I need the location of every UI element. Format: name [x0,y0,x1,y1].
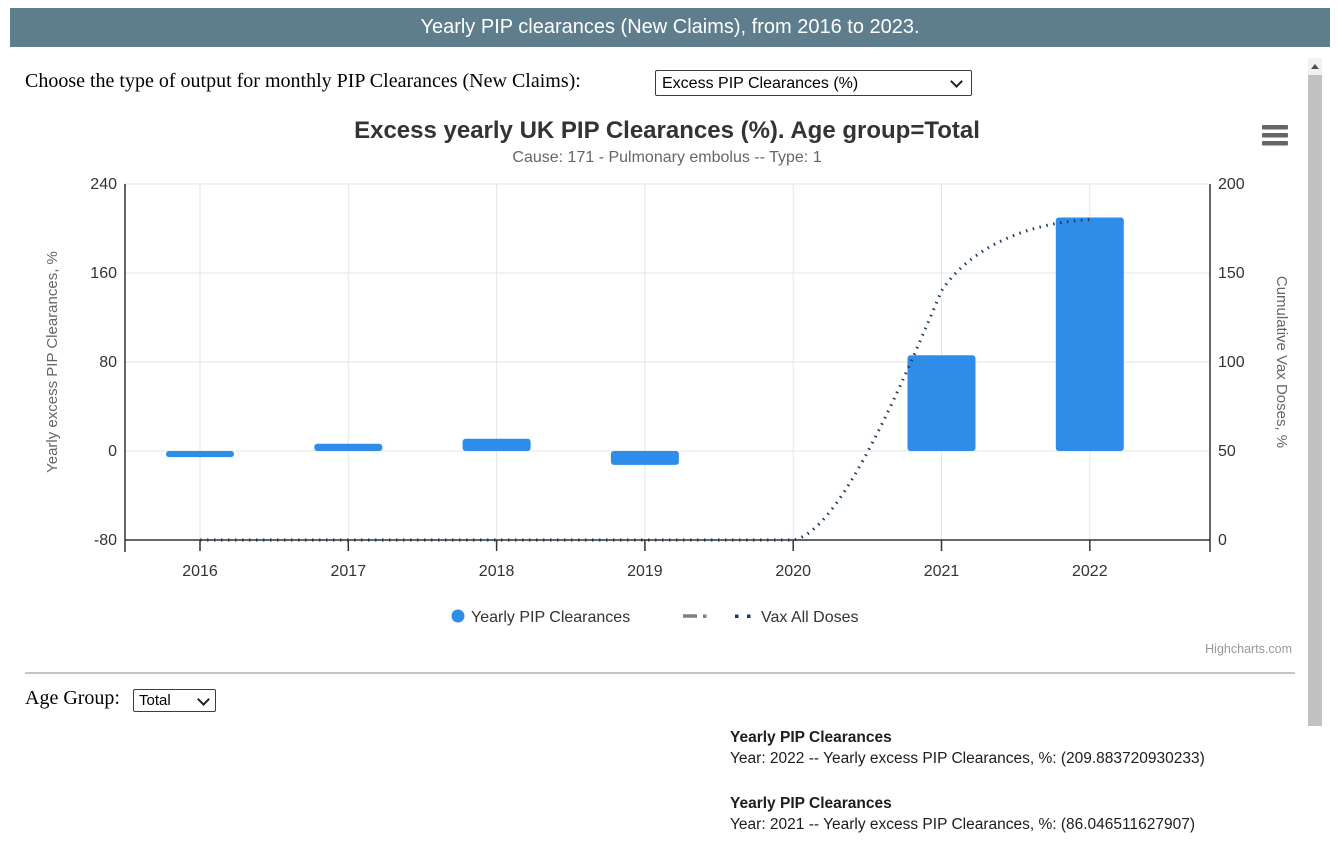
legend-label: Yearly PIP Clearances [471,609,630,626]
bar-2019[interactable] [610,451,679,465]
info-entry-line: Year: 2021 -- Yearly excess PIP Clearanc… [730,816,1196,833]
triangle-up-icon [1311,64,1319,69]
header-bar: Yearly PIP clearances (New Claims), from… [10,8,1330,47]
bar-2016[interactable] [166,451,234,458]
output-type-label: Choose the type of output for monthly PI… [25,70,581,92]
info-entry-line: Year: 2022 -- Yearly excess PIP Clearanc… [730,750,1205,767]
right-tick-label: 50 [1218,443,1236,460]
legend-circle-marker [451,609,465,623]
output-type-select[interactable]: Excess PIP Clearances (%) [655,70,972,96]
bar-2018[interactable] [462,438,531,451]
series-vax-all-doses-line[interactable] [200,218,1090,542]
info-panel: Yearly PIP Clearances Year: 2022 -- Year… [730,727,1295,859]
legend-dot [735,614,739,618]
right-tick-label: 150 [1218,265,1245,282]
age-group-select[interactable]: Total [133,689,216,712]
series-yearly-pip-clearances [166,217,1124,465]
bar-2017[interactable] [314,443,383,451]
highcharts-credit[interactable]: Highcharts.com [1205,642,1292,656]
info-entry-heading: Yearly PIP Clearances [730,729,892,746]
hamburger-bar [1262,133,1288,138]
x-tick-label: 2022 [1072,563,1108,580]
left-tick-label: 160 [90,265,117,282]
scrollbar-track[interactable] [1308,58,1322,726]
bar-2022[interactable] [1055,217,1124,451]
chart-title: Excess yearly UK PIP Clearances (%). Age… [354,117,980,144]
left-tick-label: 80 [99,354,117,371]
left-axis-title: Yearly excess PIP Clearances, % [44,251,61,473]
hamburger-bar [1262,125,1288,130]
axes [124,184,1211,552]
right-tick-label: 200 [1218,176,1245,193]
age-group-select-wrap: Total [133,689,216,712]
x-tick-label: 2016 [182,563,218,580]
right-tick-label: 0 [1218,532,1227,549]
divider [25,672,1295,674]
right-axis-title: Cumulative Vax Doses, % [1273,276,1290,448]
legend-dot [747,614,751,618]
left-tick-label: 240 [90,176,117,193]
x-tick-label: 2017 [331,563,367,580]
left-tick-label: -80 [94,532,117,549]
info-entry: Yearly PIP Clearances Year: 2022 -- Year… [730,727,1295,769]
right-tick-label: 100 [1218,354,1245,371]
chart-container: -80 0 80 160 240 0 50 100 150 200 2016 2017 2018 2019… [25,105,1292,660]
gridlines [125,183,1210,541]
chart-menu-button[interactable] [1262,125,1288,146]
hamburger-bar [1262,141,1288,146]
x-tick-label: 2019 [627,563,663,580]
age-group-label: Age Group: [25,687,120,709]
page-title: Yearly PIP clearances (New Claims), from… [420,16,920,38]
chart-subtitle: Cause: 171 - Pulmonary embolus -- Type: … [512,149,821,166]
hamburger-icon [1262,125,1288,146]
chart-svg: -80 0 80 160 240 0 50 100 150 200 2016 2017 2018 2019… [44,117,1292,656]
bar-2021[interactable] [907,355,976,451]
legend: Yearly PIP Clearances Vax All Doses [451,609,859,626]
x-tick-label: 2020 [775,563,811,580]
legend-item-yearly-pip-clearances[interactable]: Yearly PIP Clearances [451,609,631,626]
info-entry: Yearly PIP Clearances Year: 2021 -- Year… [730,793,1295,835]
legend-label: Vax All Doses [761,609,859,626]
x-tick-label: 2018 [479,563,515,580]
info-entry-heading: Yearly PIP Clearances [730,795,892,812]
legend-item-vax-all-doses[interactable]: Vax All Doses [683,609,859,626]
left-tick-label: 0 [108,443,117,460]
output-type-select-wrap: Excess PIP Clearances (%) [655,70,972,96]
scrollbar-thumb[interactable] [1308,75,1322,726]
scrollbar-up-button[interactable] [1308,58,1322,75]
tick-labels: -80 0 80 160 240 0 50 100 150 200 2016 2017 2018 2019… [90,176,1245,580]
x-tick-label: 2021 [924,563,960,580]
legend-dash-dot [703,614,707,618]
